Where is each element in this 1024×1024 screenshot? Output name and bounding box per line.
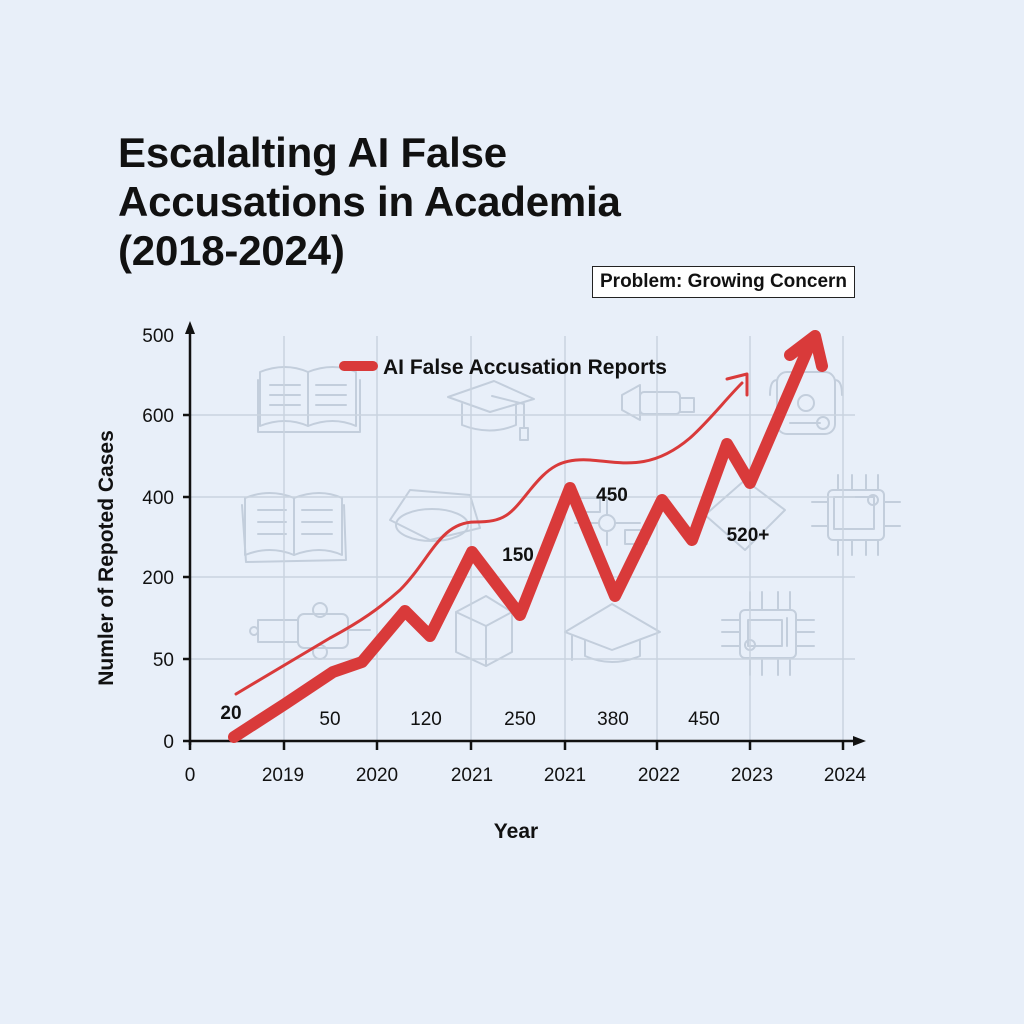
gridlines <box>190 336 855 741</box>
robot-icon <box>769 371 843 435</box>
x-tick-label: 2020 <box>356 765 398 786</box>
y-tick-label: 200 <box>142 568 174 589</box>
axes <box>183 330 858 750</box>
device-icon <box>621 384 695 421</box>
book-icon <box>257 366 361 433</box>
legend-label: AI False Accusation Reports <box>383 356 667 379</box>
series-line-ai-false-accusation-reports <box>228 338 816 743</box>
x-axis-title: Year <box>494 820 538 843</box>
graduation-cap-icon <box>447 380 535 441</box>
x-tick-label: 2019 <box>262 765 304 786</box>
chip-icon <box>811 474 901 556</box>
trend-curve <box>234 381 744 696</box>
data-label: 520+ <box>727 525 770 546</box>
data-label: 150 <box>502 545 534 566</box>
data-label: 450 <box>688 709 720 730</box>
x-tick-label: 2021 <box>544 765 586 786</box>
y-tick-label: 0 <box>163 732 174 753</box>
data-label: 450 <box>596 485 628 506</box>
x-tick-label: 0 <box>185 765 196 786</box>
y-axis-arrow-icon <box>185 321 195 334</box>
title-line-1: Escalalting AI False <box>118 129 507 176</box>
x-tick-label: 2021 <box>451 765 493 786</box>
x-tick-label: 2023 <box>731 765 773 786</box>
legend: AI False Accusation Reports <box>339 356 667 379</box>
data-label: 380 <box>597 709 629 730</box>
book-icon <box>241 492 347 563</box>
baseline-labels: 20 50 120 250 380 450 <box>220 703 719 730</box>
chart-title: Escalalting AI False Accusations in Acad… <box>118 128 621 275</box>
data-label: 120 <box>410 709 442 730</box>
x-axis-arrow-icon <box>853 736 866 746</box>
x-tick-label: 2022 <box>638 765 680 786</box>
cube-icon <box>455 595 513 667</box>
title-line-3: (2018-2024) <box>118 227 345 274</box>
y-axis-title: Numler of Repoted Cases <box>95 430 118 686</box>
data-label: 250 <box>504 709 536 730</box>
data-label: 50 <box>319 709 340 730</box>
series-arrowhead-icon <box>784 330 828 372</box>
tag-icon <box>704 479 786 551</box>
y-tick-label: 600 <box>142 406 174 427</box>
robot-icon <box>249 602 371 660</box>
graduation-cap-icon <box>389 489 481 542</box>
chip-icon <box>721 591 815 676</box>
problem-badge: Problem: Growing Concern <box>592 266 856 298</box>
x-tick-label: 2024 <box>824 765 867 786</box>
y-tick-labels: 500 600 400 200 50 0 <box>142 326 174 753</box>
trend-arrow-icon <box>725 372 749 397</box>
y-tick-label: 500 <box>142 326 174 347</box>
x-tick-labels: 0 2019 2020 2021 2021 2022 2023 2024 <box>185 765 867 786</box>
y-tick-label: 50 <box>153 650 174 671</box>
data-label: 20 <box>220 703 241 724</box>
background-icons <box>241 366 901 676</box>
y-tick-label: 400 <box>142 488 174 509</box>
title-line-2: Accusations in Academia <box>118 178 621 225</box>
in-plot-labels: 150 450 520+ <box>502 485 769 566</box>
graduation-cap-icon <box>564 603 661 663</box>
